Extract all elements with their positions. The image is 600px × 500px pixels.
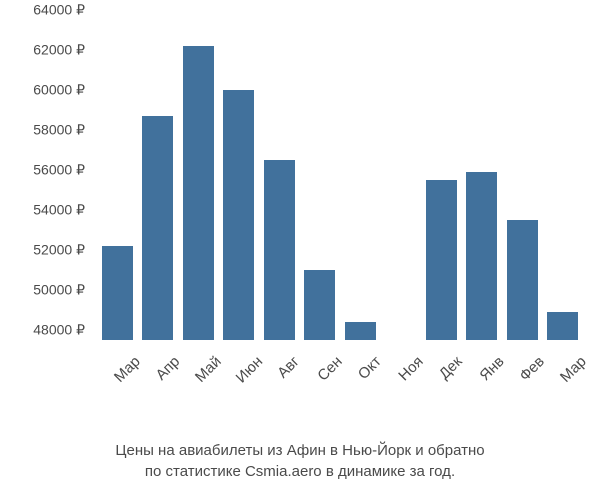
y-tick: 64000 ₽ [33, 2, 85, 19]
x-tick: Апр [140, 345, 177, 415]
bar [547, 312, 578, 340]
bar [223, 90, 254, 340]
x-axis: МарАпрМайИюнАвгСенОктНояДекЯнвФевМар [95, 345, 585, 415]
y-tick: 56000 ₽ [33, 162, 85, 179]
bar [507, 220, 538, 340]
bar-slot [545, 10, 582, 340]
bar [264, 160, 295, 340]
y-tick: 60000 ₽ [33, 82, 85, 99]
bar-slot [504, 10, 541, 340]
bars-group [95, 10, 585, 340]
bar [102, 246, 133, 340]
bar-slot [221, 10, 258, 340]
bar-slot [464, 10, 501, 340]
bar [183, 46, 214, 340]
bar-slot [99, 10, 136, 340]
bar-slot [140, 10, 177, 340]
x-tick: Окт [342, 345, 379, 415]
bar-slot [302, 10, 339, 340]
y-tick: 58000 ₽ [33, 122, 85, 139]
y-tick: 48000 ₽ [33, 322, 85, 339]
x-tick: Авг [261, 345, 298, 415]
plot-area [95, 10, 585, 340]
x-tick: Сен [302, 345, 339, 415]
bar [345, 322, 376, 340]
bar [142, 116, 173, 340]
caption-line-1: Цены на авиабилеты из Афин в Нью-Йорк и … [115, 442, 484, 459]
bar-slot [423, 10, 460, 340]
y-tick: 54000 ₽ [33, 202, 85, 219]
x-tick: Мар [545, 345, 582, 415]
price-chart: 48000 ₽ 50000 ₽ 52000 ₽ 54000 ₽ 56000 ₽ 58000… [0, 0, 600, 500]
x-tick: Ноя [383, 345, 420, 415]
bar-slot [261, 10, 298, 340]
y-tick: 50000 ₽ [33, 282, 85, 299]
bar [426, 180, 457, 340]
chart-caption: Цены на авиабилеты из Афин в Нью-Йорк и … [0, 440, 600, 482]
x-tick: Фев [504, 345, 541, 415]
bar [304, 270, 335, 340]
y-tick: 62000 ₽ [33, 42, 85, 59]
bar-slot [383, 10, 420, 340]
x-tick: Мар [99, 345, 136, 415]
caption-line-2: по статистике Csmia.aero в динамике за г… [145, 463, 455, 480]
x-tick: Июн [221, 345, 258, 415]
x-tick: Янв [464, 345, 501, 415]
bar-slot [180, 10, 217, 340]
y-axis: 48000 ₽ 50000 ₽ 52000 ₽ 54000 ₽ 56000 ₽ 58000… [0, 10, 90, 340]
bar-slot [342, 10, 379, 340]
y-tick: 52000 ₽ [33, 242, 85, 259]
bar [466, 172, 497, 340]
x-tick: Май [180, 345, 217, 415]
x-tick: Дек [423, 345, 460, 415]
